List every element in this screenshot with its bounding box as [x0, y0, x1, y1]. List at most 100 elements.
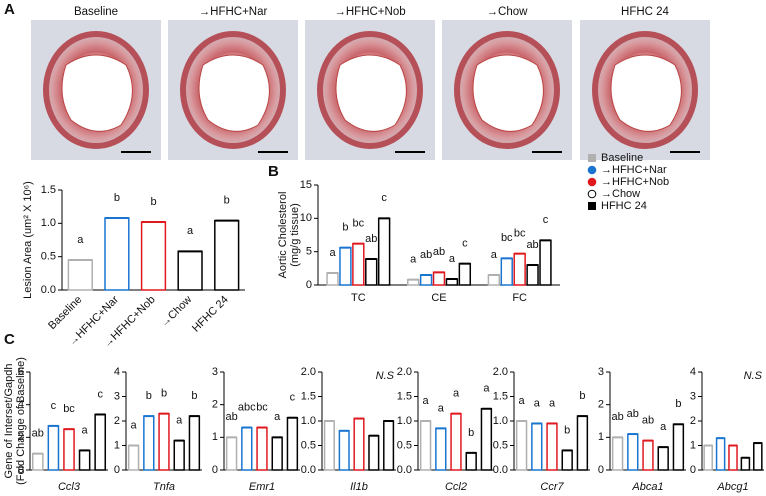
- bar: [352, 242, 365, 286]
- significance-letter: a: [534, 397, 541, 409]
- significance-letter: a: [187, 225, 194, 237]
- bar: [339, 246, 352, 286]
- bar: [63, 428, 75, 471]
- significance-letter: bc: [353, 218, 365, 230]
- bar: [256, 426, 268, 471]
- x-axis-label: Abcg1: [716, 481, 748, 493]
- bar: [326, 272, 339, 286]
- significance-letter: b: [146, 390, 152, 402]
- y-tick-label: 4: [114, 366, 120, 378]
- bar: [657, 446, 669, 471]
- x-axis-label: Abca1: [631, 481, 663, 493]
- y-tick-label: 4: [690, 366, 696, 378]
- y-axis-label: Lesion Area (um² X 10⁶): [22, 181, 34, 299]
- y-tick-label: 3: [598, 366, 604, 378]
- legend-label: Baseline: [601, 152, 643, 164]
- y-tick-label: 2: [18, 431, 24, 443]
- bar: [158, 412, 170, 471]
- y-tick-label: 1: [690, 439, 696, 451]
- significance-letter: a: [660, 421, 667, 433]
- y-tick-label: 10: [300, 212, 312, 224]
- bar: [753, 442, 763, 471]
- significance-letter: bc: [514, 228, 526, 240]
- legend-marker: [587, 177, 597, 187]
- bar: [338, 430, 350, 471]
- y-tick-label: 1.5: [301, 390, 316, 402]
- lumen: [198, 54, 270, 132]
- bar: [353, 417, 365, 471]
- significance-letter: ab: [642, 415, 654, 427]
- significance-letter: ab: [225, 411, 237, 423]
- bar: [214, 219, 240, 291]
- significance-letter: a: [483, 383, 490, 395]
- bar: [241, 426, 253, 471]
- bar: [450, 412, 462, 471]
- x-tick-label: →Chow: [158, 294, 194, 330]
- y-axis-label: Gene of Interset/Gapdh: [3, 364, 15, 479]
- bar: [225, 436, 238, 471]
- bar: [513, 252, 526, 286]
- y-tick-label: 0.0: [493, 464, 508, 476]
- bar: [47, 425, 60, 471]
- bar: [435, 427, 447, 471]
- bar: [140, 221, 167, 291]
- significance-letter: a: [77, 234, 84, 246]
- lumen: [61, 54, 133, 132]
- significance-letter: c: [543, 214, 549, 226]
- bar: [323, 420, 335, 471]
- significance-letter: ab: [526, 239, 538, 251]
- bar: [465, 452, 477, 471]
- significance-letter: a: [453, 388, 460, 400]
- y-tick-label: 2.0: [493, 366, 508, 378]
- bar: [419, 274, 433, 286]
- image-label: →HFHC+Nar: [199, 6, 268, 18]
- y-tick-label: 2: [690, 415, 696, 427]
- bar: [703, 444, 713, 471]
- legend-label: →Chow: [601, 188, 640, 200]
- y-tick-label: 0: [114, 464, 120, 476]
- y-tick-label: 0: [306, 279, 312, 291]
- x-axis-label: Ccl3: [58, 481, 81, 493]
- significance-letter: bc: [256, 401, 268, 413]
- legend-marker: [587, 165, 597, 175]
- significance-letter: b: [342, 222, 348, 234]
- y-tick-label: 15: [300, 179, 312, 191]
- y-axis-label: Aortic Cholesterol: [277, 192, 289, 279]
- bar: [104, 217, 130, 291]
- significance-letter: a: [274, 411, 281, 423]
- significance-letter: a: [329, 247, 336, 259]
- significance-letter: b: [114, 192, 120, 204]
- bar: [480, 408, 493, 471]
- bar: [539, 239, 552, 286]
- bar: [377, 217, 391, 286]
- bar: [576, 415, 589, 471]
- significance-letter: a: [82, 424, 89, 436]
- bar: [67, 259, 93, 291]
- y-tick-label: 1.5: [493, 390, 508, 402]
- y-tick-label: 1.0: [397, 415, 412, 427]
- y-tick-label: 0: [598, 464, 604, 476]
- y-tick-label: 0.5: [493, 439, 508, 451]
- x-axis-label: Ccr7: [540, 481, 564, 493]
- bar: [432, 271, 446, 286]
- legend-marker: [587, 189, 597, 199]
- bar: [365, 258, 378, 286]
- bar: [627, 433, 639, 471]
- x-tick-label: TC: [351, 292, 366, 304]
- significance-letter: a: [449, 253, 456, 265]
- y-tick-label: 3: [114, 390, 120, 402]
- significance-letter: a: [519, 395, 526, 407]
- legend-label: →HFHC+Nob: [601, 176, 669, 188]
- significance-letter: a: [423, 395, 430, 407]
- significance-letter: b: [579, 390, 585, 402]
- y-tick-label: 0.5: [397, 439, 412, 451]
- bar: [500, 257, 513, 286]
- bar: [458, 262, 472, 286]
- x-axis-label: Il1b: [350, 481, 368, 493]
- significance-letter: a: [131, 419, 138, 431]
- panel-letter: A: [4, 1, 15, 18]
- significance-letter: b: [191, 390, 197, 402]
- significance-letter: ab: [433, 246, 445, 258]
- bar: [127, 444, 140, 471]
- y-tick-label: 6: [18, 366, 24, 378]
